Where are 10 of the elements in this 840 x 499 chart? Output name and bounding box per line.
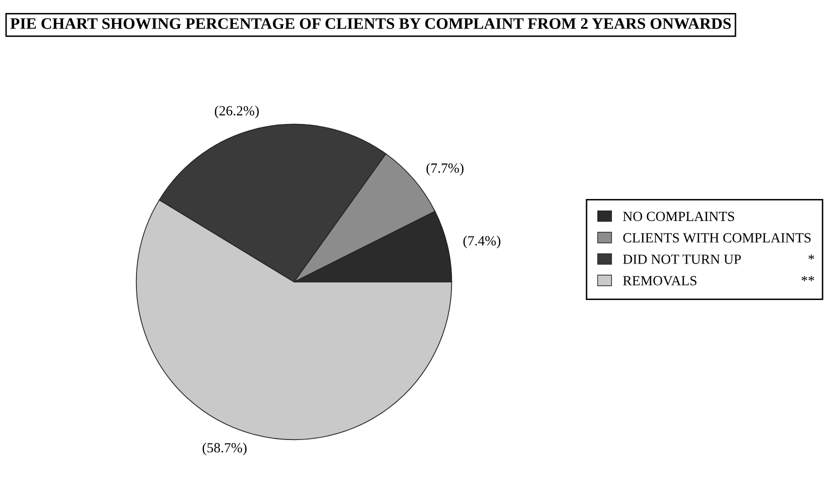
data-label: (7.4%) — [463, 236, 500, 248]
legend-label: REMOVALS — [623, 276, 696, 286]
data-label: (58.7%) — [202, 442, 247, 456]
data-label: (26.2%) — [214, 106, 259, 118]
legend-label: NO COMPLAINTS — [623, 212, 734, 222]
legend-label: DID NOT TURN UP — [623, 254, 741, 264]
chart-title: PIE CHART SHOWING PERCENTAGE OF CLIENTS BY COMPLAINT FROM 2 YEARS ONWARDS — [10, 18, 731, 30]
data-label: (7.7%) — [426, 162, 464, 176]
legend-label: CLIENTS WITH COMPLAINTS — [623, 233, 811, 243]
text: *** — [802, 254, 814, 282]
